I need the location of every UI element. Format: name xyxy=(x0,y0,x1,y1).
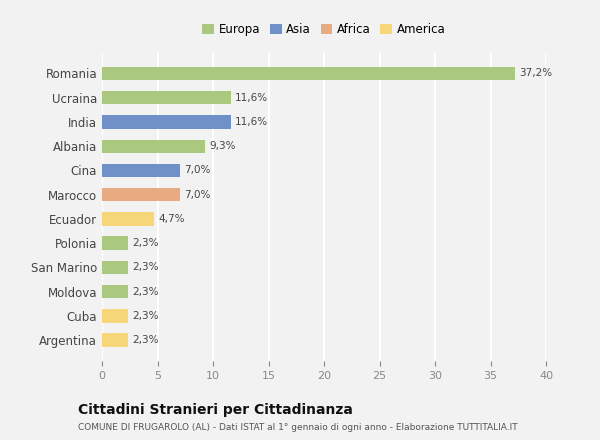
Text: 2,3%: 2,3% xyxy=(132,335,158,345)
Text: 2,3%: 2,3% xyxy=(132,311,158,321)
Bar xyxy=(102,309,128,323)
Text: 2,3%: 2,3% xyxy=(132,262,158,272)
Text: 37,2%: 37,2% xyxy=(520,69,553,78)
Text: 7,0%: 7,0% xyxy=(184,190,211,200)
Bar xyxy=(102,212,154,226)
Text: 11,6%: 11,6% xyxy=(235,93,268,103)
Text: 7,0%: 7,0% xyxy=(184,165,211,176)
Bar xyxy=(102,139,205,153)
Bar xyxy=(102,91,231,104)
Text: 11,6%: 11,6% xyxy=(235,117,268,127)
Bar xyxy=(102,67,515,80)
Bar xyxy=(102,334,128,347)
Text: COMUNE DI FRUGAROLO (AL) - Dati ISTAT al 1° gennaio di ogni anno - Elaborazione : COMUNE DI FRUGAROLO (AL) - Dati ISTAT al… xyxy=(78,423,518,432)
Bar xyxy=(102,115,231,128)
Bar xyxy=(102,236,128,250)
Text: Cittadini Stranieri per Cittadinanza: Cittadini Stranieri per Cittadinanza xyxy=(78,403,353,417)
Bar xyxy=(102,261,128,274)
Text: 2,3%: 2,3% xyxy=(132,238,158,248)
Bar xyxy=(102,285,128,298)
Bar xyxy=(102,164,180,177)
Text: 9,3%: 9,3% xyxy=(209,141,236,151)
Bar xyxy=(102,188,180,202)
Text: 4,7%: 4,7% xyxy=(158,214,185,224)
Legend: Europa, Asia, Africa, America: Europa, Asia, Africa, America xyxy=(197,18,451,41)
Text: 2,3%: 2,3% xyxy=(132,286,158,297)
